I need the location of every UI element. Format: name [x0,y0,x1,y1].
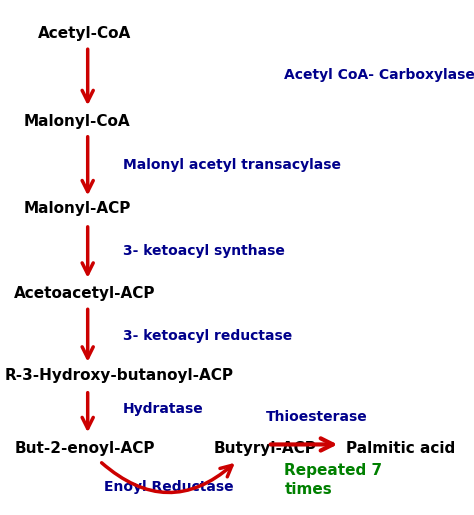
Text: Malonyl-ACP: Malonyl-ACP [24,201,131,216]
Text: Palmitic acid: Palmitic acid [346,440,455,456]
Text: Acetyl-CoA: Acetyl-CoA [38,26,131,41]
Text: But-2-enoyl-ACP: But-2-enoyl-ACP [14,440,155,456]
Text: 3- ketoacyl synthase: 3- ketoacyl synthase [123,244,285,259]
FancyArrowPatch shape [101,463,232,492]
Text: Acetoacetyl-ACP: Acetoacetyl-ACP [14,286,156,301]
Text: Enoyl Reductase: Enoyl Reductase [104,479,234,494]
Text: 3- ketoacyl reductase: 3- ketoacyl reductase [123,329,292,343]
Text: Acetyl CoA- Carboxylase: Acetyl CoA- Carboxylase [284,67,474,82]
Text: Repeated 7
times: Repeated 7 times [284,463,383,497]
Text: Butyryl-ACP: Butyryl-ACP [213,440,316,456]
Text: Malonyl acetyl transacylase: Malonyl acetyl transacylase [123,158,341,172]
Text: Malonyl-CoA: Malonyl-CoA [24,113,130,129]
Text: R-3-Hydroxy-butanoyl-ACP: R-3-Hydroxy-butanoyl-ACP [5,368,234,384]
Text: Thioesterase: Thioesterase [265,410,367,424]
Text: Hydratase: Hydratase [123,402,204,417]
